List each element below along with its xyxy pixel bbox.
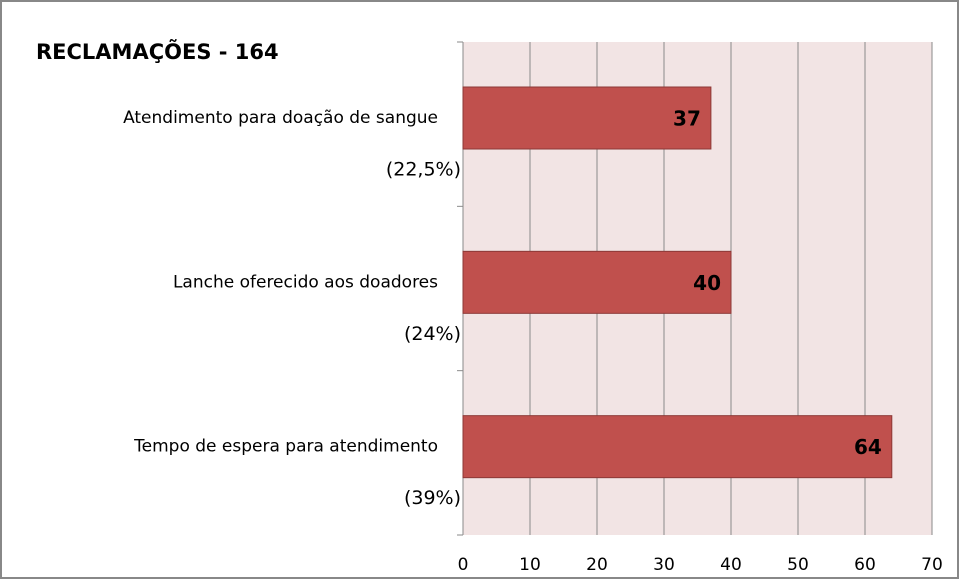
value-label: 64 [854, 435, 882, 459]
x-tick-label: 10 [519, 555, 541, 575]
annotation: (24%) [404, 323, 461, 345]
value-label: 37 [673, 107, 701, 131]
annotation: (39%) [404, 487, 461, 509]
x-tick-label: 0 [458, 555, 469, 575]
annotation: (22,5%) [386, 159, 461, 181]
bar [462, 415, 893, 479]
bar [462, 86, 712, 150]
x-tick-label: 40 [720, 555, 742, 575]
x-tick-label: 20 [586, 555, 608, 575]
chart-title: RECLAMAÇÕES - 164 [36, 39, 279, 64]
x-tick-label: 60 [854, 555, 876, 575]
y-tick-label: Atendimento para doação de sangue [123, 108, 438, 128]
x-tick-label: 30 [653, 555, 675, 575]
value-label: 40 [693, 271, 721, 295]
y-tick-label: Tempo de espera para atendimento [133, 437, 438, 457]
bar [462, 250, 732, 314]
x-tick-label: 70 [921, 555, 943, 575]
x-tick-label: 50 [787, 555, 809, 575]
y-tick-label: Lanche oferecido aos doadores [173, 272, 438, 292]
